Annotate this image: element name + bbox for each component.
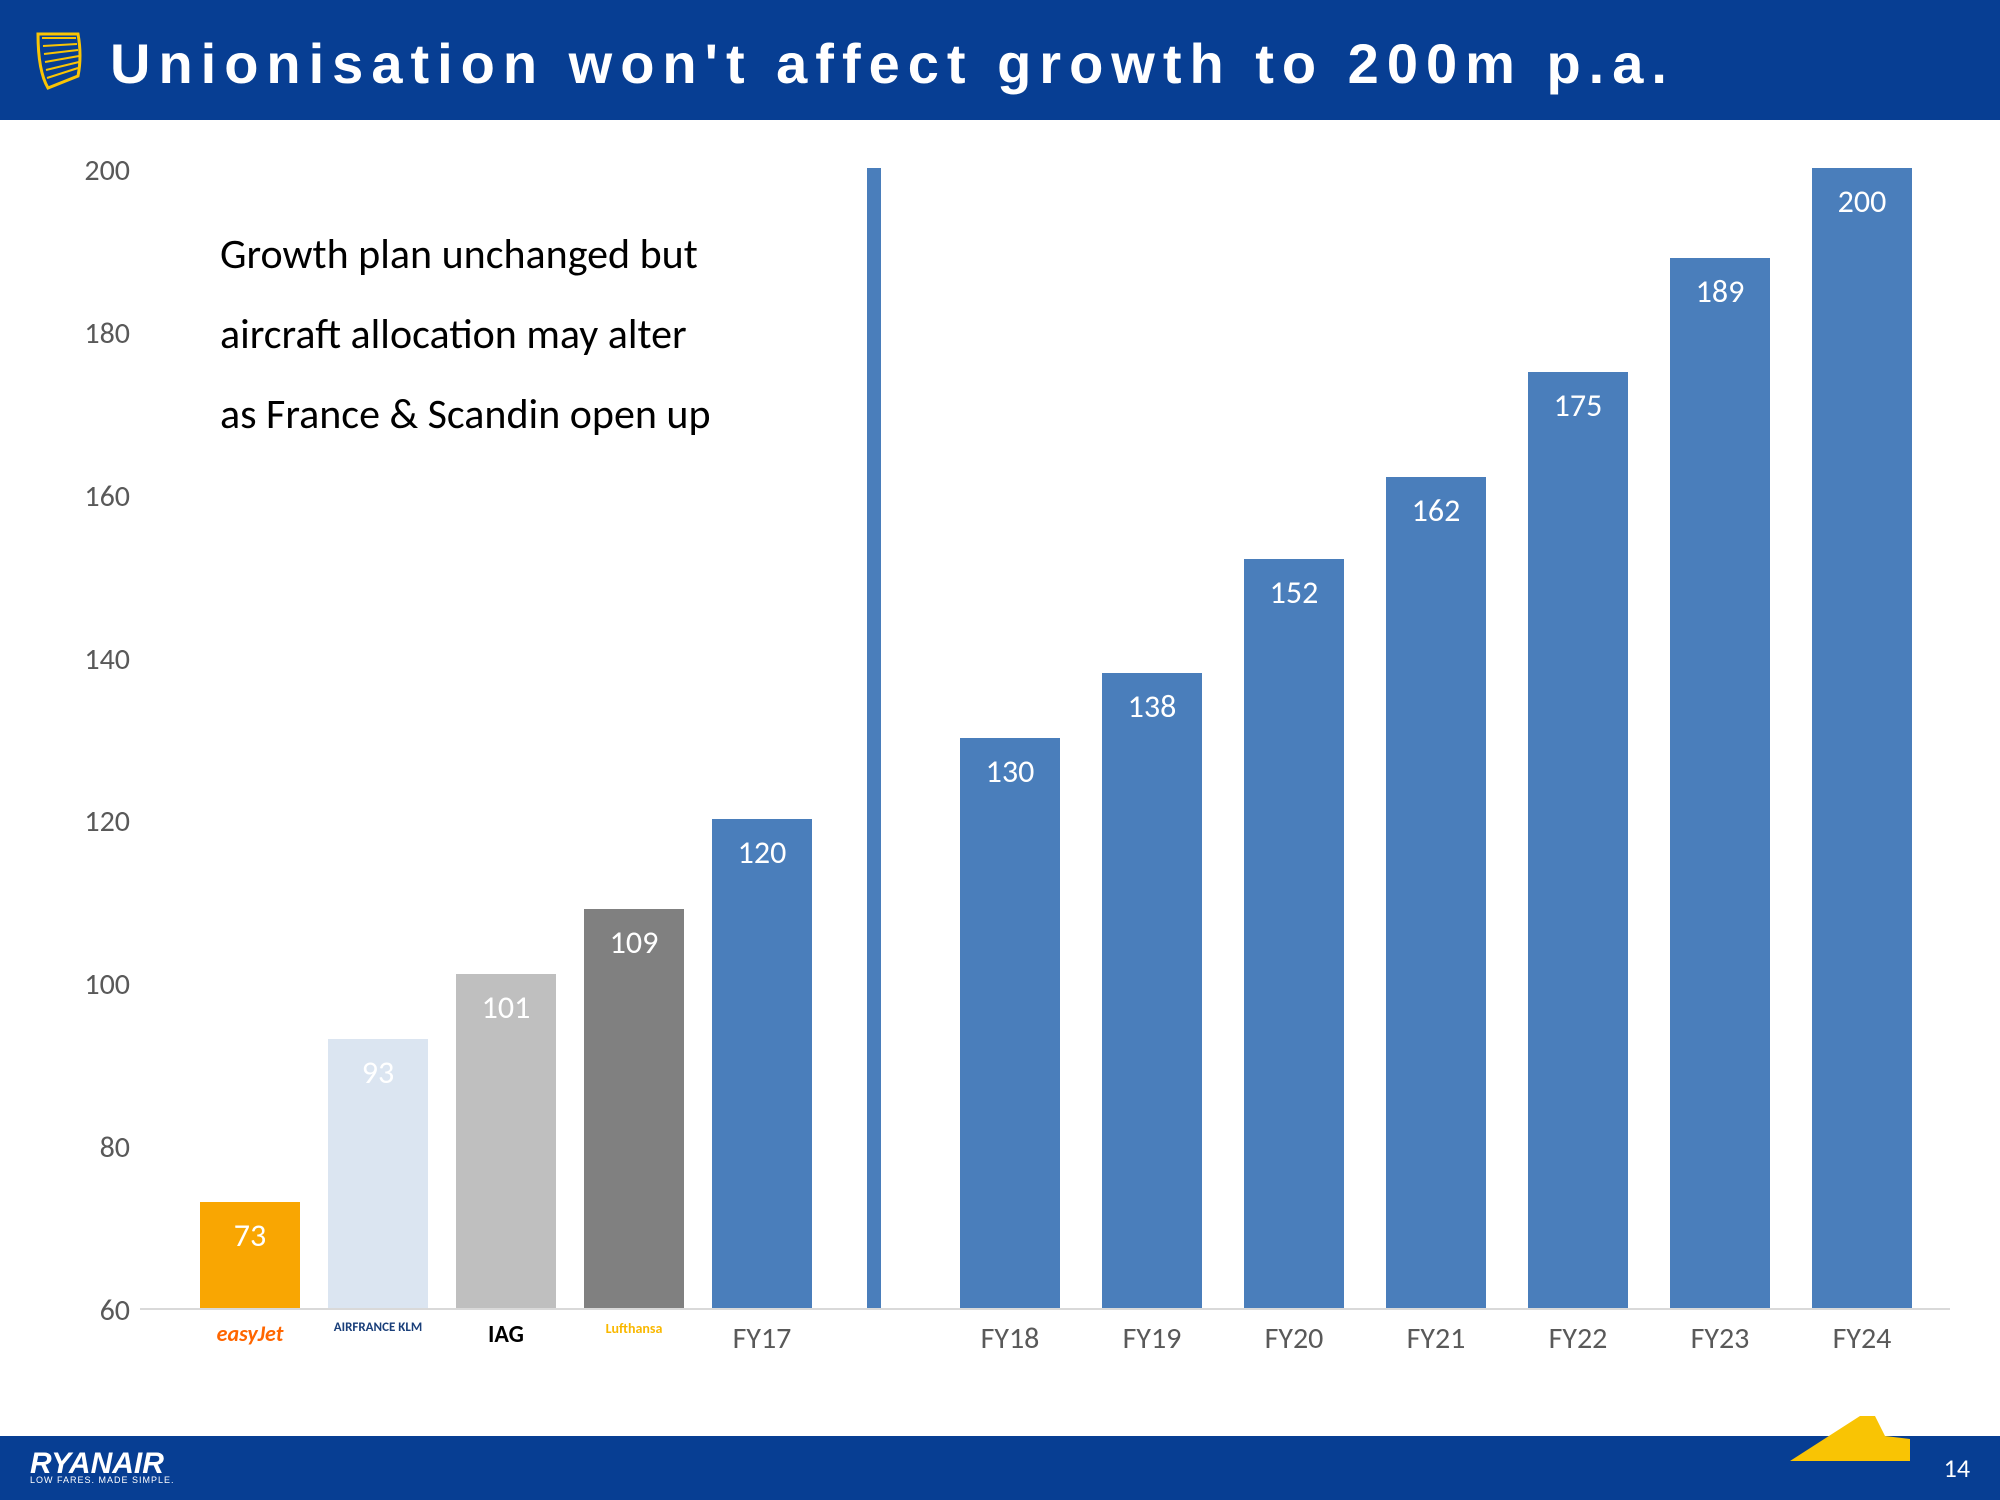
footer-brand: RYANAIR LOW FARES. MADE SIMPLE.: [30, 1451, 175, 1484]
page-number: 14: [1944, 1452, 1970, 1484]
y-axis-tick-label: 120: [60, 803, 130, 840]
x-axis-label: easyJet: [185, 1320, 315, 1347]
airline-logo-icon: IAG: [441, 1320, 571, 1349]
bar: 162: [1386, 477, 1486, 1308]
airline-logo-icon: Lufthansa: [569, 1320, 699, 1337]
x-axis-label: FY18: [945, 1320, 1075, 1357]
slide-header: Unionisation won't affect growth to 200m…: [0, 0, 2000, 120]
bar: 73: [200, 1202, 300, 1308]
bar: 93: [328, 1039, 428, 1308]
bar: 120: [712, 819, 812, 1308]
harp-logo-icon: [30, 26, 90, 101]
x-axis-label: FY20: [1229, 1320, 1359, 1357]
bar-value-label: 130: [960, 752, 1060, 791]
bar: 109: [584, 909, 684, 1308]
bar-value-label: 152: [1244, 573, 1344, 612]
bar-value-label: 189: [1670, 272, 1770, 311]
bar-value-label: 109: [584, 923, 684, 962]
brand-tagline: LOW FARES. MADE SIMPLE.: [30, 1477, 175, 1485]
plane-tail-icon: [1790, 1411, 1910, 1466]
divider-bar: [867, 168, 881, 1308]
x-axis-label: IAG: [441, 1320, 571, 1349]
x-axis-label: FY22: [1513, 1320, 1643, 1357]
y-axis-tick-label: 160: [60, 478, 130, 515]
bar: 130: [960, 738, 1060, 1308]
x-axis-label: FY23: [1655, 1320, 1785, 1357]
y-axis-tick-label: 80: [60, 1129, 130, 1166]
x-axis-label: AIRFRANCE KLM: [313, 1320, 443, 1335]
bar: 175: [1528, 372, 1628, 1308]
bar: 200: [1812, 168, 1912, 1308]
x-axis-label: Lufthansa: [569, 1320, 699, 1337]
airline-logo-icon: easyJet: [185, 1320, 315, 1347]
airline-logo-icon: AIRFRANCE KLM: [313, 1320, 443, 1335]
bar-value-label: 73: [200, 1216, 300, 1255]
bar: 101: [456, 974, 556, 1308]
plot-area: 73 93 101 109 120 130 138 152 162 175 189 200: [140, 170, 1950, 1310]
slide-footer: RYANAIR LOW FARES. MADE SIMPLE. 14: [0, 1436, 2000, 1500]
bar: 189: [1670, 258, 1770, 1308]
y-axis-tick-label: 100: [60, 966, 130, 1003]
chart-container: Growth plan unchanged but aircraft alloc…: [60, 140, 1960, 1400]
y-axis-tick-label: 200: [60, 152, 130, 189]
bar-value-label: 175: [1528, 386, 1628, 425]
y-axis-tick-label: 140: [60, 641, 130, 678]
bar-value-label: 101: [456, 988, 556, 1027]
bar-value-label: 120: [712, 833, 812, 872]
x-axis-label: FY24: [1797, 1320, 1927, 1357]
bar-value-label: 93: [328, 1053, 428, 1092]
bar: 152: [1244, 559, 1344, 1308]
x-axis-label: FY21: [1371, 1320, 1501, 1357]
y-axis-tick-label: 60: [60, 1292, 130, 1329]
bar-value-label: 200: [1812, 182, 1912, 221]
x-axis-label: FY17: [697, 1320, 827, 1357]
bar: 138: [1102, 673, 1202, 1308]
brand-name: RYANAIR: [30, 1451, 175, 1477]
bar-value-label: 162: [1386, 491, 1486, 530]
slide-title: Unionisation won't affect growth to 200m…: [110, 31, 1675, 96]
x-axis-label: FY19: [1087, 1320, 1217, 1357]
bar-value-label: 138: [1102, 687, 1202, 726]
y-axis-tick-label: 180: [60, 315, 130, 352]
